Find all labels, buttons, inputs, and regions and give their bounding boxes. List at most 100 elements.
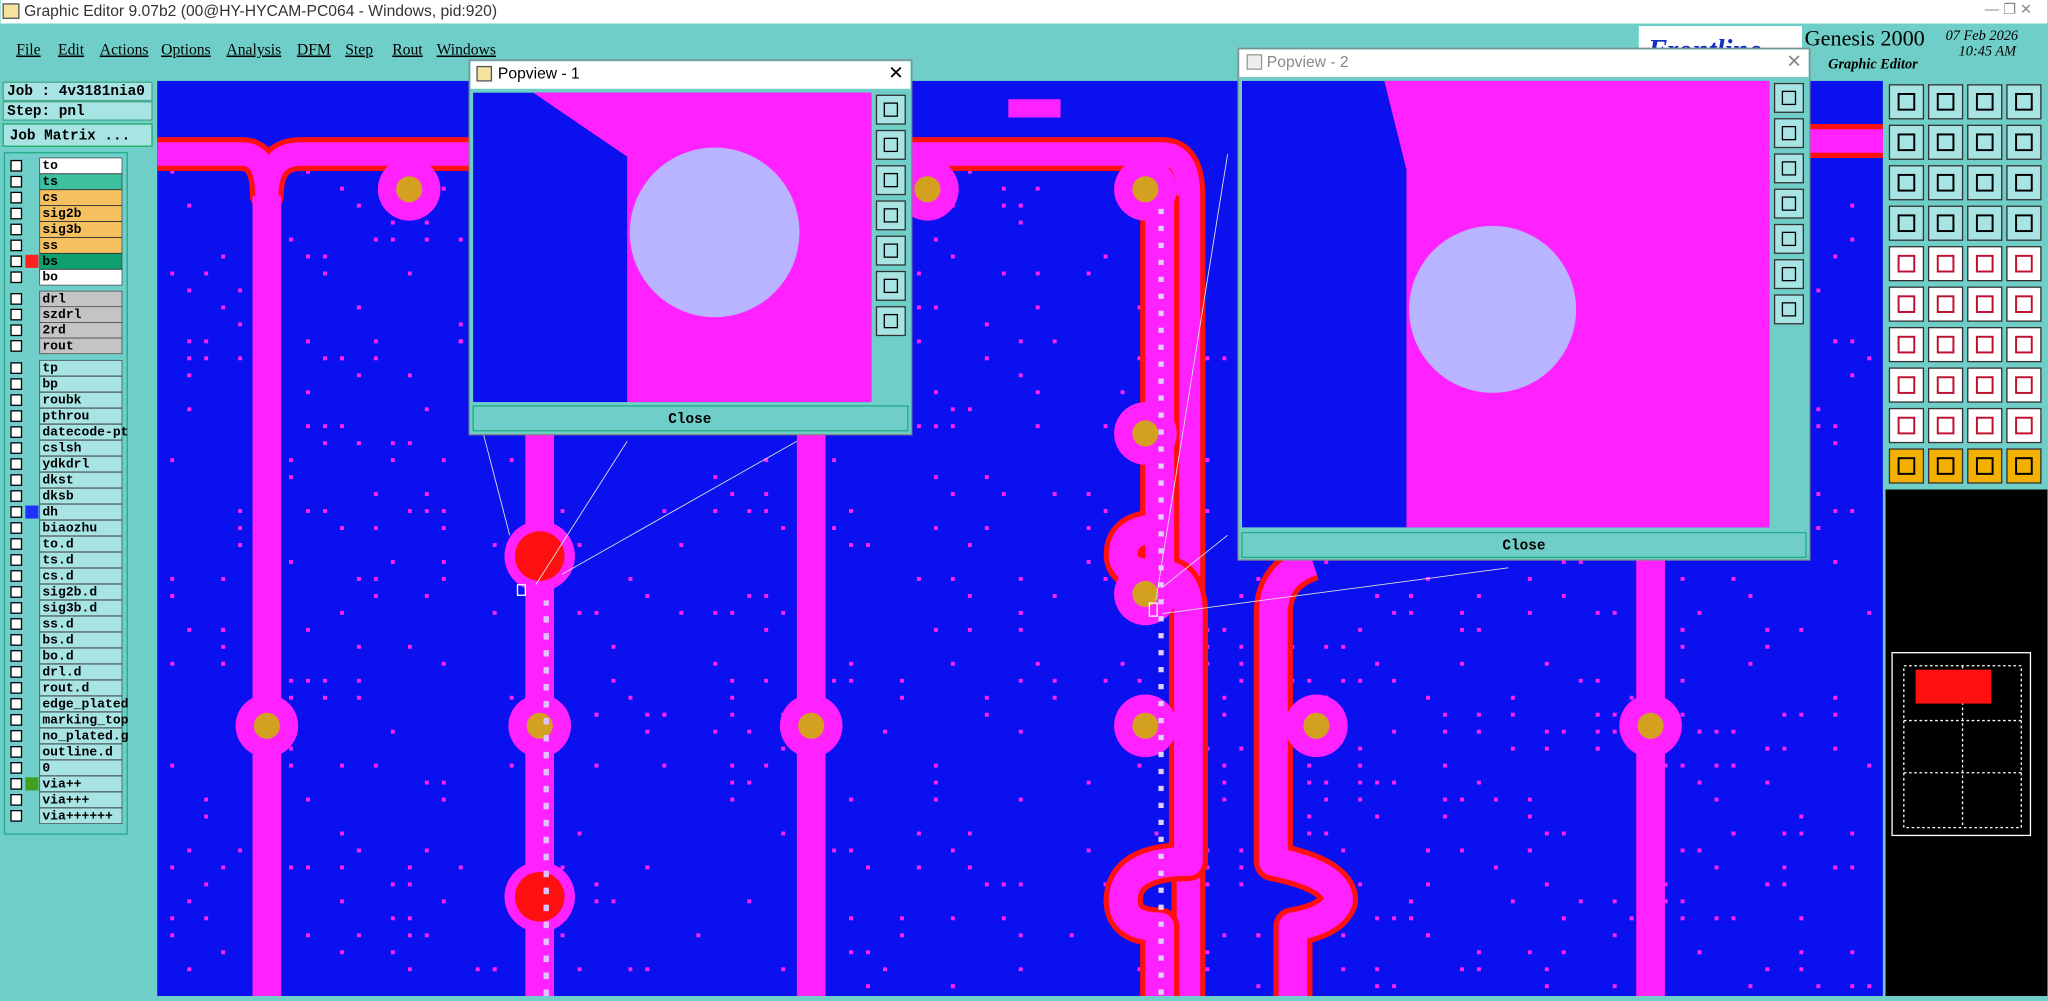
tool-button[interactable] <box>1888 448 1925 484</box>
tool-button[interactable] <box>1927 367 1964 403</box>
layer-checkbox[interactable] <box>10 207 23 220</box>
layer-name[interactable]: drl <box>42 291 66 306</box>
layer-name[interactable]: ts.d <box>42 552 73 567</box>
popview-close-label[interactable]: Close <box>668 412 711 428</box>
layer-name[interactable]: rout <box>42 338 73 353</box>
tool-button[interactable] <box>1967 407 2003 444</box>
layer-checkbox[interactable] <box>10 324 23 337</box>
layer-name[interactable]: ydkdrl <box>42 457 89 472</box>
layer-name[interactable]: 0 <box>42 760 50 775</box>
menu-item[interactable]: Step <box>345 42 373 59</box>
layer-name[interactable]: bo <box>42 270 58 285</box>
layer-row[interactable] <box>39 807 123 825</box>
layer-name[interactable]: ss.d <box>42 616 73 631</box>
layer-name[interactable]: no_plated.g <box>42 728 128 743</box>
layer-name[interactable]: ss <box>42 238 58 253</box>
layer-name[interactable]: via++ <box>42 776 81 791</box>
layer-name[interactable]: bs <box>42 254 58 269</box>
menu-item[interactable]: Actions <box>100 42 149 59</box>
popview-tool[interactable] <box>875 235 906 266</box>
layer-name[interactable]: sig3b <box>42 222 81 237</box>
tool-button[interactable] <box>1927 326 1964 363</box>
window-controls[interactable]: — ❐ ✕ <box>1985 2 2032 18</box>
layer-checkbox[interactable] <box>10 340 23 352</box>
layer-checkbox[interactable] <box>10 586 23 598</box>
tool-button[interactable] <box>1927 246 1964 282</box>
popview-tool[interactable] <box>1773 259 1804 290</box>
menu-item[interactable]: Rout <box>392 42 423 59</box>
popview-tool[interactable] <box>1773 223 1804 254</box>
layer-name[interactable]: sig2b.d <box>42 584 97 599</box>
tool-button[interactable] <box>1967 124 2003 160</box>
job-matrix-label[interactable]: Job Matrix ... <box>10 129 131 145</box>
tool-button[interactable] <box>1927 165 1964 201</box>
tool-button[interactable] <box>1888 124 1925 160</box>
popview-tool[interactable] <box>875 306 906 337</box>
popview-tool[interactable] <box>875 200 906 231</box>
tool-button[interactable] <box>2006 165 2042 201</box>
layer-checkbox[interactable] <box>10 239 23 252</box>
tool-button[interactable] <box>1888 286 1925 322</box>
layer-row[interactable] <box>39 551 123 569</box>
layer-checkbox[interactable] <box>10 570 23 582</box>
tool-button[interactable] <box>1967 326 2003 363</box>
layer-checkbox[interactable] <box>10 506 23 518</box>
popview-tool[interactable] <box>1773 118 1804 149</box>
tool-button[interactable] <box>1927 84 1964 120</box>
layer-name[interactable]: drl.d <box>42 664 81 679</box>
layer-name[interactable]: 2rd <box>42 323 66 338</box>
tool-button[interactable] <box>1967 367 2003 403</box>
layer-name[interactable]: via+++ <box>42 792 89 807</box>
layer-name[interactable]: bs.d <box>42 632 73 647</box>
popview-close-label[interactable]: Close <box>1502 538 1545 554</box>
popview-close-button[interactable] <box>1241 531 1807 559</box>
layer-checkbox[interactable] <box>10 394 23 406</box>
menu-item[interactable]: DFM <box>297 42 331 59</box>
layer-checkbox[interactable] <box>10 714 23 726</box>
tool-button[interactable] <box>2006 448 2042 484</box>
layer-name[interactable]: szdrl <box>42 307 81 322</box>
tool-button[interactable] <box>1967 205 2003 241</box>
popview-tool[interactable] <box>1773 153 1804 184</box>
popview-tool[interactable] <box>875 165 906 196</box>
layer-name[interactable]: to.d <box>42 536 73 551</box>
layer-checkbox[interactable] <box>10 271 23 284</box>
layer-checkbox[interactable] <box>10 490 23 502</box>
popview-tool[interactable] <box>875 270 906 301</box>
menu-item[interactable]: Edit <box>58 42 85 59</box>
layer-name[interactable]: sig2b <box>42 206 81 221</box>
layer-checkbox[interactable] <box>10 378 23 390</box>
layer-name[interactable]: edge_plated <box>42 696 128 711</box>
popview-tool[interactable] <box>1773 294 1804 325</box>
tool-button[interactable] <box>1888 165 1925 201</box>
layer-name[interactable]: tp <box>42 361 58 376</box>
tool-button[interactable] <box>1967 246 2003 282</box>
tool-button[interactable] <box>2006 124 2042 160</box>
layer-checkbox[interactable] <box>10 762 23 774</box>
layer-checkbox[interactable] <box>10 634 23 646</box>
tool-button[interactable] <box>1888 205 1925 241</box>
layer-checkbox[interactable] <box>10 474 23 486</box>
popview-tool[interactable] <box>875 94 906 125</box>
layer-name[interactable]: rout.d <box>42 680 89 695</box>
popview-tool[interactable] <box>875 129 906 160</box>
layer-name[interactable]: sig3b.d <box>42 600 97 615</box>
layer-name[interactable]: pthrou <box>42 409 89 424</box>
layer-name[interactable]: roubk <box>42 393 81 408</box>
tool-button[interactable] <box>1888 367 1925 403</box>
popview-close-button[interactable] <box>472 405 909 432</box>
tool-button[interactable] <box>2006 246 2042 282</box>
layer-checkbox[interactable] <box>10 793 23 806</box>
tool-button[interactable] <box>2006 205 2042 241</box>
tool-button[interactable] <box>1967 448 2003 484</box>
menu-item[interactable]: Options <box>161 42 211 59</box>
popview-tool[interactable] <box>1773 188 1804 219</box>
layer-checkbox[interactable] <box>10 522 23 534</box>
menu-item[interactable]: File <box>16 42 40 59</box>
layer-row[interactable] <box>39 599 123 617</box>
layer-checkbox[interactable] <box>10 809 23 822</box>
tool-button[interactable] <box>2006 286 2042 322</box>
layer-checkbox[interactable] <box>10 255 23 268</box>
layer-name[interactable]: dh <box>42 504 58 519</box>
tool-button[interactable] <box>2006 407 2042 444</box>
